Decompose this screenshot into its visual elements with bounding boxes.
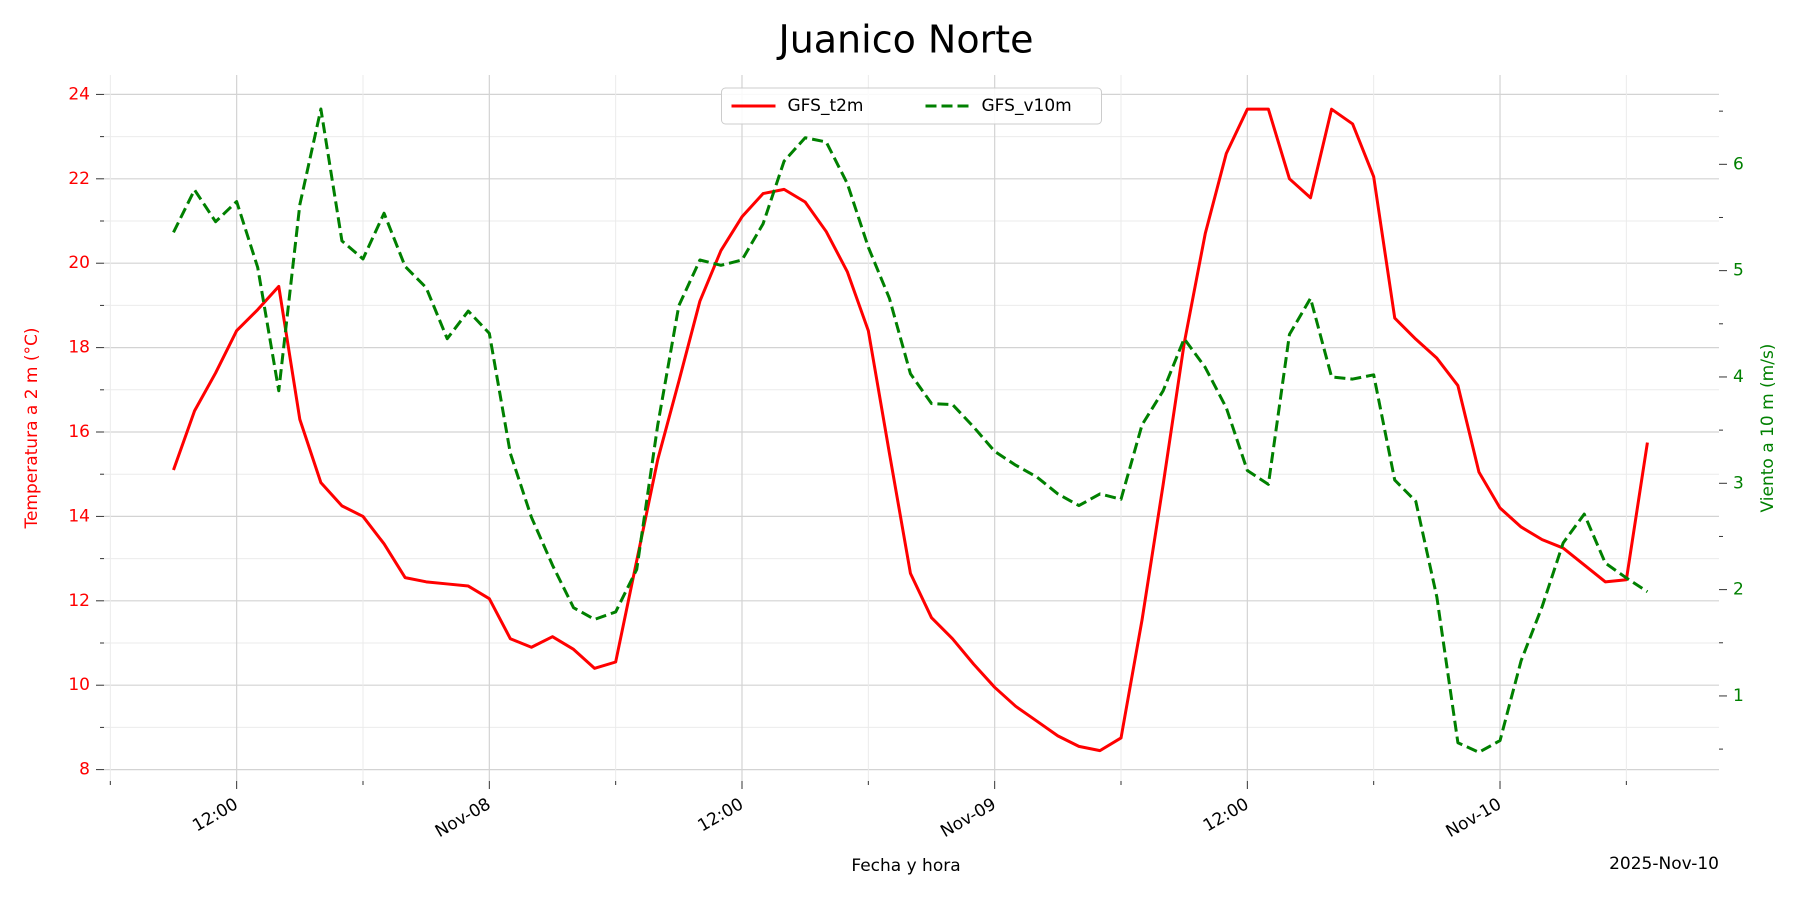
x-tick-label: 12:00 — [189, 794, 241, 836]
y2-tick-label: 3 — [1733, 473, 1744, 493]
chart-title: Juanico Norte — [776, 18, 1033, 62]
y-tick-label: 18 — [68, 338, 90, 358]
x-tick-label: 12:00 — [1200, 794, 1252, 836]
x-tick-label: Nov-09 — [937, 794, 999, 842]
y-axis-label: Temperatura a 2 m (°C) — [22, 327, 42, 529]
y-tick-label: 20 — [68, 253, 90, 273]
legend: GFS_t2m GFS_v10m — [721, 87, 1102, 125]
x-tick-label: 12:00 — [695, 794, 747, 836]
y2-tick-label: 1 — [1733, 686, 1744, 706]
x-tick-label: Nov-10 — [1443, 794, 1505, 842]
legend-box — [721, 87, 1102, 125]
series-line — [172, 107, 1649, 753]
x-axis-label: Fecha y hora — [851, 856, 960, 876]
y2-tick-label: 6 — [1733, 154, 1744, 174]
y2-tick-label: 2 — [1733, 580, 1744, 600]
y-tick-label: 22 — [68, 169, 90, 189]
y-tick-label: 14 — [68, 506, 90, 526]
y2-axis-label: Viento a 10 m (m/s) — [1758, 344, 1778, 513]
y-tick-label: 12 — [68, 591, 90, 611]
series-line — [172, 107, 1649, 754]
y-tick-label: 8 — [79, 760, 90, 780]
y2-tick-label: 5 — [1733, 261, 1744, 281]
legend-label: GFS_v10m — [982, 96, 1072, 116]
x-offset-label: 2025-Nov-10 — [1609, 854, 1719, 874]
y-tick-label: 16 — [68, 422, 90, 442]
x-tick-label: Nov-08 — [432, 794, 494, 842]
y-tick-label: 10 — [68, 675, 90, 695]
y-tick-label: 24 — [68, 84, 90, 104]
legend-label: GFS_t2m — [788, 96, 864, 116]
y2-tick-label: 4 — [1733, 367, 1744, 387]
